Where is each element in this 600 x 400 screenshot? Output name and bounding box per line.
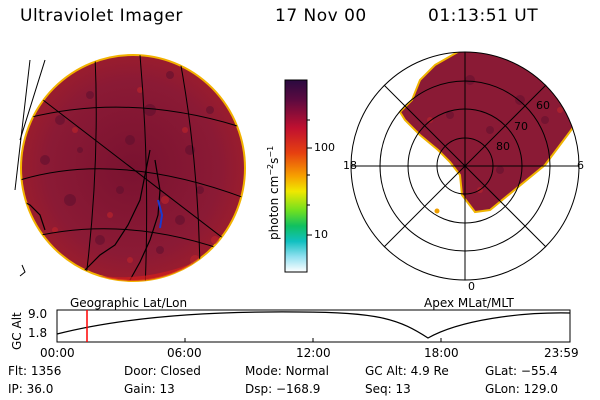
- time-label: 01:13:51 UT: [428, 6, 539, 26]
- flt-label: Flt:: [8, 364, 27, 378]
- colorbar: [284, 79, 312, 273]
- ip-value: 36.0: [26, 382, 54, 396]
- altitude-xtick-1200: 12:00: [296, 346, 331, 360]
- gcalt-label: GC Alt:: [365, 364, 407, 378]
- glat-value: −55.4: [520, 364, 558, 378]
- altitude-xtick-2359: 23:59: [544, 346, 579, 360]
- info-gcalt: GC Alt: 4.9 Re: [365, 364, 449, 378]
- mlt-label-18: 18: [343, 159, 357, 172]
- earth-disk: [14, 54, 246, 282]
- info-seq: Seq: 13: [365, 382, 411, 396]
- unit-s: s: [267, 157, 281, 164]
- altitude-xtick-1800: 18:00: [424, 346, 459, 360]
- flt-value: 1356: [30, 364, 62, 378]
- dsp-value: −168.9: [275, 382, 321, 396]
- info-flt: Flt: 1356: [8, 364, 61, 378]
- altitude-ytick-9: 9.0: [28, 307, 48, 321]
- colorbar-tick-10: 10: [314, 228, 328, 241]
- geographic-caption: Geographic Lat/Lon: [70, 296, 188, 310]
- altitude-ylabel: GC Alt: [10, 312, 24, 350]
- mlat-label-60: 60: [536, 99, 550, 112]
- mlat-label-70: 70: [514, 120, 528, 133]
- colorbar-tick-100: 100: [314, 141, 335, 154]
- info-glon: GLon: 129.0: [485, 382, 558, 396]
- mlat-label-80: 80: [496, 140, 510, 153]
- colorbar-unit-label: photon cm−2s−1: [266, 146, 281, 240]
- unit-photon: photon cm: [267, 175, 281, 240]
- mlt-label-0: 0: [468, 280, 475, 293]
- mode-label: Mode:: [245, 364, 282, 378]
- apex-caption: Apex MLat/MLT: [424, 296, 514, 310]
- altitude-plot-frame: [56, 309, 571, 343]
- altitude-xtick-0600: 06:00: [167, 346, 202, 360]
- glat-label: GLat:: [485, 364, 518, 378]
- altitude-ytick-1-8: 1.8: [28, 326, 48, 340]
- door-value: Closed: [160, 364, 201, 378]
- mlt-label-6: 6: [577, 159, 584, 172]
- info-glat: GLat: −55.4: [485, 364, 558, 378]
- unit-sup-1: −2: [266, 163, 275, 176]
- info-mode: Mode: Normal: [245, 364, 329, 378]
- altitude-curve: [56, 311, 571, 339]
- seq-label: Seq:: [365, 382, 392, 396]
- info-dsp: Dsp: −168.9: [245, 382, 320, 396]
- gcalt-value: 4.9 Re: [410, 364, 449, 378]
- gain-value: 13: [159, 382, 175, 396]
- instrument-title: Ultraviolet Imager: [20, 6, 183, 26]
- info-ip: IP: 36.0: [8, 382, 53, 396]
- seq-value: 13: [395, 382, 411, 396]
- info-door: Door: Closed: [124, 364, 201, 378]
- glon-value: 129.0: [523, 382, 558, 396]
- dsp-label: Dsp:: [245, 382, 273, 396]
- door-label: Door:: [124, 364, 157, 378]
- altitude-xtick-0000: 00:00: [40, 346, 75, 360]
- gain-label: Gain:: [124, 382, 156, 396]
- polar-plot: [350, 51, 580, 281]
- unit-sup-2: −1: [266, 145, 275, 158]
- mode-value: Normal: [285, 364, 329, 378]
- info-gain: Gain: 13: [124, 382, 175, 396]
- glon-label: GLon:: [485, 382, 520, 396]
- date-label: 17 Nov 00: [275, 6, 367, 26]
- ip-label: IP:: [8, 382, 23, 396]
